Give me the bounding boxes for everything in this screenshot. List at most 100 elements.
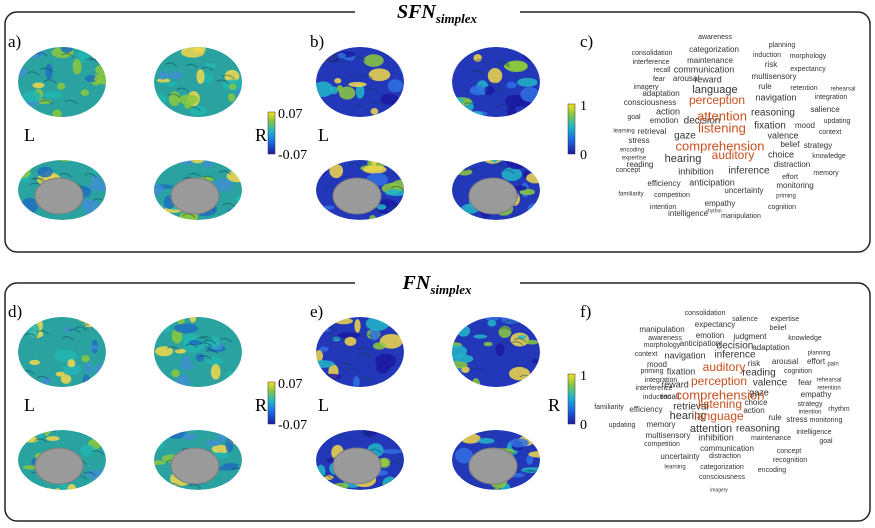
brain-patch	[19, 47, 33, 57]
brain-patch	[391, 430, 404, 435]
brain-patch	[18, 67, 27, 77]
word: intention	[650, 204, 677, 211]
brain-patch	[178, 94, 199, 105]
word: morphology	[790, 53, 827, 60]
sulcus	[232, 430, 242, 433]
word-cloud: consolidation salience expertise expectancy…	[594, 310, 850, 493]
brain-patch	[357, 219, 364, 220]
brain-patch	[380, 93, 399, 105]
word: competition	[644, 441, 680, 448]
sulcus	[332, 337, 345, 343]
brain-patch	[45, 63, 53, 80]
brain-patch	[362, 165, 387, 174]
word: mood	[795, 121, 815, 130]
brain-patch	[316, 350, 324, 362]
brain-patch	[93, 363, 106, 376]
brain-patch	[339, 86, 356, 100]
brain-patch	[18, 167, 31, 179]
word: retention	[817, 386, 840, 392]
brain-patch	[452, 361, 468, 369]
word: distraction	[774, 160, 810, 169]
sulcus	[360, 74, 374, 80]
sulcus	[393, 458, 404, 464]
brain	[452, 160, 540, 220]
sulcus	[202, 175, 216, 181]
brain-patch	[217, 430, 227, 443]
sulcus	[44, 79, 57, 84]
brain	[154, 317, 242, 387]
brain-patch	[510, 332, 530, 347]
word: rule	[768, 413, 782, 422]
sulcus	[385, 172, 398, 177]
sulcus	[523, 469, 537, 475]
brain-patch	[168, 91, 181, 107]
word: concept	[616, 167, 641, 174]
brain-patch	[344, 336, 357, 347]
brain-patch	[210, 363, 221, 380]
brain-patch	[72, 58, 82, 75]
colorbar	[267, 381, 276, 425]
sulcus	[219, 337, 233, 343]
word: updating	[609, 422, 636, 429]
word: manipulation	[721, 213, 761, 220]
brain-patch	[92, 105, 106, 117]
word: listening	[698, 397, 742, 411]
brain-patch	[483, 341, 493, 347]
word: multisensory	[752, 72, 797, 81]
brain-patch	[381, 483, 392, 490]
brain-patch	[82, 374, 91, 387]
brain-patch	[168, 71, 184, 80]
brain-patch	[468, 111, 483, 117]
word: risk	[748, 359, 761, 368]
brain-patch	[165, 81, 178, 87]
sulcus	[359, 333, 373, 338]
brain-patch	[495, 343, 505, 356]
word: choice	[744, 398, 768, 407]
word: anticipation	[680, 339, 720, 348]
word: imagery	[634, 84, 659, 91]
sulcus	[233, 160, 242, 163]
word: interference	[636, 385, 673, 392]
word: empathy	[801, 390, 832, 399]
sulcus	[360, 377, 373, 382]
sulcus	[164, 62, 178, 67]
brain-patch	[489, 160, 499, 163]
word: navigation	[755, 92, 796, 102]
hemisphere-label: L	[24, 395, 35, 415]
brain-patch	[227, 207, 242, 215]
brain	[316, 317, 404, 387]
word: cognition	[768, 204, 796, 211]
sulcus	[216, 79, 229, 84]
brain-patch	[506, 81, 517, 89]
word: rehearsal	[816, 378, 841, 384]
word: learning	[664, 465, 685, 471]
brain-patch	[29, 359, 41, 366]
word: expertise	[771, 316, 800, 323]
sulcus	[363, 435, 377, 440]
sulcus	[228, 106, 242, 112]
brain-patch	[509, 438, 529, 448]
left-map	[18, 317, 242, 490]
sulcus	[237, 376, 242, 381]
sulcus	[40, 67, 53, 73]
brain-patch	[525, 339, 539, 345]
sulcus	[383, 485, 397, 490]
brain-patch	[57, 82, 66, 90]
word: mood	[647, 360, 667, 369]
brain-patch	[456, 325, 471, 337]
brain-patch	[376, 204, 387, 210]
sulcus	[84, 58, 98, 63]
brain	[154, 160, 242, 220]
brain-patch	[337, 332, 361, 339]
sulcus	[176, 87, 189, 93]
brain-patch	[487, 68, 503, 84]
word: valence	[767, 130, 798, 140]
brain-patch	[87, 345, 101, 350]
sulcus	[94, 319, 106, 325]
sulcus	[369, 448, 382, 454]
word: integration	[815, 94, 848, 101]
word: monitoring	[810, 417, 843, 424]
word: belief	[780, 140, 800, 149]
colorbar-max: 1	[580, 369, 587, 384]
brain-patch	[387, 380, 404, 387]
